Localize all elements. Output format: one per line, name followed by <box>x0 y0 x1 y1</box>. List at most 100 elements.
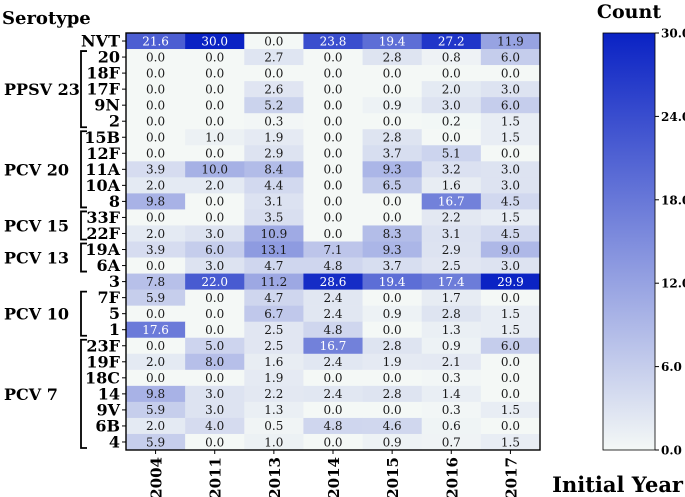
heatmap-cell <box>421 161 482 178</box>
heatmap-cell <box>303 401 363 419</box>
cell-value-label: 0.0 <box>264 34 283 48</box>
heatmap-cell <box>244 193 304 210</box>
x-axis-title: Initial Year <box>552 472 684 497</box>
heatmap-cell <box>244 225 304 242</box>
group-label: PCV 13 <box>4 249 69 268</box>
heatmap-cell <box>303 129 363 146</box>
heatmap-cell <box>303 385 363 403</box>
cell-value-label: 13.1 <box>260 243 287 257</box>
heatmap-cell <box>362 209 423 226</box>
heatmap-cell <box>185 289 245 306</box>
cell-value-label: 2.4 <box>323 387 342 401</box>
heatmap-cell <box>126 353 186 371</box>
cell-value-label: 0.7 <box>442 435 461 449</box>
cell-value-label: 6.0 <box>501 98 520 112</box>
heatmap-cell <box>303 49 363 66</box>
x-tick-label: 2016 <box>443 457 461 497</box>
heatmap-cell <box>244 97 304 114</box>
cell-value-label: 8.4 <box>264 163 283 177</box>
heatmap-cell <box>185 385 245 403</box>
cell-value-label: 4.7 <box>264 259 283 273</box>
heatmap-cell <box>185 97 245 114</box>
cell-value-label: 2.2 <box>264 387 283 401</box>
cell-value-label: 0.0 <box>205 307 224 321</box>
heatmap-cell <box>244 49 304 66</box>
cell-value-label: 0.0 <box>501 355 520 369</box>
cell-value-label: 0.0 <box>323 131 342 145</box>
heatmap-cell <box>244 209 304 226</box>
cell-value-label: 0.3 <box>442 371 461 385</box>
cell-value-label: 1.6 <box>442 179 461 193</box>
heatmap-cell <box>303 417 363 435</box>
cell-value-label: 0.9 <box>442 339 461 353</box>
cell-value-label: 0.9 <box>383 98 402 112</box>
heatmap-cell <box>362 129 423 146</box>
cell-value-label: 2.0 <box>205 179 224 193</box>
cell-value-label: 1.7 <box>442 291 461 305</box>
cell-value-label: 0.0 <box>146 115 165 129</box>
heatmap-cell <box>362 385 423 403</box>
y-tick-labels: NVT2018F17F9N215B12F11A10A833F22F19A6A37… <box>81 32 126 451</box>
cell-value-label: 0.0 <box>205 195 224 209</box>
heatmap-cell <box>480 113 541 130</box>
heatmap-cell <box>185 417 245 435</box>
cell-value-label: 22.0 <box>201 275 228 289</box>
cell-value-label: 0.0 <box>501 371 520 385</box>
y-tick-label: 4 <box>109 432 120 451</box>
cell-value-label: 0.0 <box>323 179 342 193</box>
y-tick-label: 33F <box>86 208 120 227</box>
heatmap-cell <box>126 97 186 114</box>
cell-value-label: 3.1 <box>442 227 461 241</box>
heatmap-cell <box>421 193 482 210</box>
cell-value-label: 10.9 <box>260 227 287 241</box>
cell-value-label: 6.0 <box>205 243 224 257</box>
cell-value-label: 11.2 <box>260 275 287 289</box>
cell-value-label: 0.3 <box>264 115 283 129</box>
y-tick-label: 18C <box>85 368 120 387</box>
x-tick-label: 2011 <box>207 457 225 497</box>
heatmap-cell <box>244 257 304 274</box>
cell-value-label: 1.9 <box>264 131 283 145</box>
cell-value-label: 28.6 <box>320 275 347 289</box>
cell-value-label: 3.0 <box>442 98 461 112</box>
cell-value-label: 5.9 <box>146 403 165 417</box>
cell-value-label: 3.0 <box>205 403 224 417</box>
heatmap-cell <box>185 321 245 339</box>
cell-value-label: 0.0 <box>146 339 165 353</box>
cell-value-label: 0.0 <box>442 66 461 80</box>
cell-value-label: 11.9 <box>497 34 524 48</box>
cell-value-label: 1.6 <box>264 355 283 369</box>
heatmap-cell <box>185 353 245 371</box>
cell-value-label: 0.0 <box>205 371 224 385</box>
cell-value-label: 4.7 <box>264 291 283 305</box>
cell-value-label: 4.4 <box>264 179 283 193</box>
heatmap-cell <box>126 113 186 130</box>
cell-value-label: 1.0 <box>205 131 224 145</box>
cell-value-label: 0.0 <box>501 387 520 401</box>
y-tick-label: 1 <box>109 320 120 339</box>
cell-value-label: 17.4 <box>438 275 465 289</box>
cell-value-label: 3.0 <box>501 259 520 273</box>
cell-value-label: 3.7 <box>383 259 402 273</box>
heatmap-cell <box>126 385 186 403</box>
cell-value-label: 3.0 <box>501 179 520 193</box>
cell-value-label: 0.0 <box>323 115 342 129</box>
heatmap-cell <box>362 321 423 339</box>
heatmap-cell <box>362 241 423 258</box>
heatmap-cell <box>303 225 363 242</box>
heatmap-cell <box>480 65 541 82</box>
cell-value-label: 0.0 <box>383 66 402 80</box>
cell-value-label: 0.0 <box>205 211 224 225</box>
y-tick-label: 22F <box>86 224 120 243</box>
group-label: PCV 7 <box>4 385 58 404</box>
heatmap-cell <box>126 49 186 66</box>
cell-value-label: 0.0 <box>205 115 224 129</box>
heatmap-cell <box>480 241 541 258</box>
cell-value-label: 2.5 <box>442 259 461 273</box>
heatmap-cell <box>185 305 245 322</box>
heatmap-cell <box>421 49 482 66</box>
heatmap-cell <box>244 33 304 50</box>
cell-value-label: 5.0 <box>205 339 224 353</box>
heatmap-cell <box>480 353 541 371</box>
cell-value-label: 1.5 <box>501 403 520 417</box>
